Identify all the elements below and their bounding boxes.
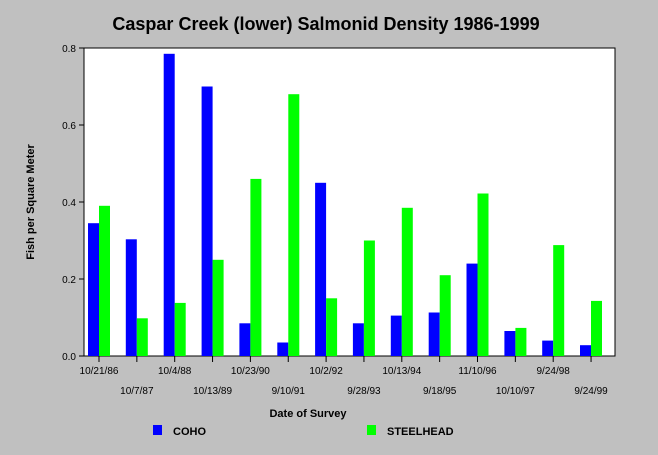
bar-coho-3 xyxy=(201,86,213,356)
x-tick-label: 9/24/98 xyxy=(537,366,571,377)
bar-coho-9 xyxy=(428,312,440,356)
y-tick-label: 0.8 xyxy=(62,44,76,55)
x-tick-label: 9/24/99 xyxy=(574,386,608,397)
plot-area xyxy=(83,47,616,357)
y-tick-label: 0.2 xyxy=(62,275,76,286)
x-axis-label: Date of Survey xyxy=(269,408,347,420)
bar-steelhead-3 xyxy=(212,259,224,357)
bar-steelhead-1 xyxy=(136,318,148,356)
bar-coho-0 xyxy=(88,223,99,356)
bar-coho-4 xyxy=(239,323,251,356)
bar-coho-6 xyxy=(315,182,327,357)
y-axis-label: Fish per Square Meter xyxy=(25,144,37,260)
bar-steelhead-7 xyxy=(363,240,375,356)
bar-steelhead-4 xyxy=(250,178,262,356)
x-tick-label: 9/10/91 xyxy=(272,386,306,397)
x-tick-label: 10/10/97 xyxy=(496,386,535,397)
bar-steelhead-9 xyxy=(439,275,451,356)
x-tick-label: 10/2/92 xyxy=(309,366,343,377)
bar-coho-12 xyxy=(542,340,554,356)
bar-coho-11 xyxy=(504,331,516,356)
x-axis: 10/21/8610/7/8710/4/8810/13/8910/23/909/… xyxy=(80,356,608,397)
bar-steelhead-10 xyxy=(477,193,489,356)
bar-coho-8 xyxy=(390,315,402,356)
x-tick-label: 11/10/96 xyxy=(458,366,497,377)
bar-coho-10 xyxy=(466,263,478,356)
x-tick-label: 10/21/86 xyxy=(80,366,119,377)
bar-coho-2 xyxy=(163,53,175,357)
y-tick-label: 0.6 xyxy=(62,121,76,132)
legend-label-coho: COHO xyxy=(173,426,206,438)
bar-steelhead-12 xyxy=(553,245,565,356)
bar-coho-7 xyxy=(352,323,364,356)
x-tick-label: 9/28/93 xyxy=(347,386,381,397)
legend-label-steelhead: STEELHEAD xyxy=(387,426,454,438)
bars xyxy=(88,53,602,357)
bar-steelhead-0 xyxy=(99,205,110,356)
x-tick-label: 10/7/87 xyxy=(120,386,154,397)
legend-swatch-coho xyxy=(153,425,162,435)
bar-coho-5 xyxy=(277,342,289,356)
bar-coho-13 xyxy=(580,345,591,356)
bar-steelhead-6 xyxy=(326,298,338,357)
bar-steelhead-11 xyxy=(515,327,527,356)
x-tick-label: 10/4/88 xyxy=(158,366,192,377)
x-tick-label: 10/13/89 xyxy=(193,386,232,397)
bar-steelhead-8 xyxy=(401,207,413,356)
legend-swatch-steelhead xyxy=(367,425,376,435)
x-tick-label: 9/18/95 xyxy=(423,386,457,397)
bar-coho-1 xyxy=(125,239,137,356)
chart-title: Caspar Creek (lower) Salmonid Density 19… xyxy=(112,14,539,34)
y-axis: 0.0 0.2 0.4 0.6 0.8 xyxy=(62,44,84,363)
bar-steelhead-2 xyxy=(174,302,186,356)
bar-steelhead-5 xyxy=(288,94,300,356)
bar-steelhead-13 xyxy=(591,300,602,356)
y-tick-label: 0.0 xyxy=(62,352,76,363)
legend: COHO STEELHEAD xyxy=(153,425,454,438)
x-tick-label: 10/13/94 xyxy=(382,366,421,377)
y-tick-label: 0.4 xyxy=(62,198,76,209)
x-tick-label: 10/23/90 xyxy=(231,366,270,377)
